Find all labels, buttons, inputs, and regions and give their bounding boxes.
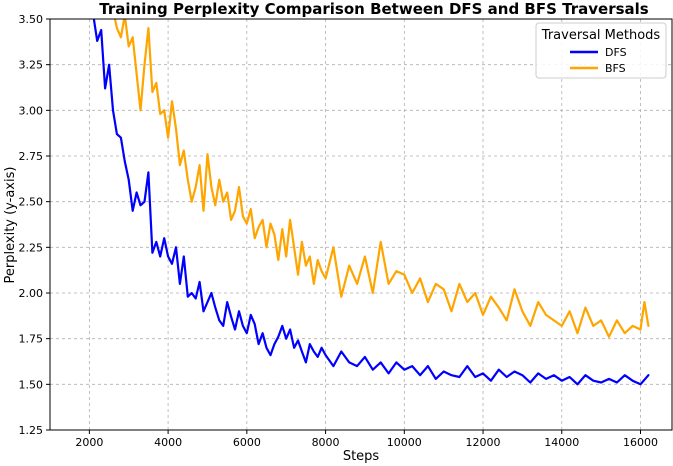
x-tick-label: 8000 [312,436,340,449]
y-tick-label: 1.25 [19,424,44,437]
y-tick-label: 1.50 [19,378,44,391]
x-tick-label: 12000 [466,436,501,449]
x-tick-label: 4000 [154,436,182,449]
y-tick-label: 1.75 [19,333,44,346]
plot-frame [49,18,673,431]
x-axis-label: Steps [343,449,380,464]
y-tick-label: 2.00 [19,287,44,300]
y-tick-label: 3.00 [19,104,44,117]
y-tick-label: 2.75 [19,150,44,163]
series-line-bfs [113,19,650,338]
x-axis: 2000 4000 6000 8000 10000 12000 14000 16000 [75,430,658,449]
x-tick-label: 2000 [75,436,103,449]
series-line-dfs [92,19,650,386]
y-axis: 1.25 1.50 1.75 2.00 2.25 2.50 2.75 3.00 3.25 3.50 [19,13,50,437]
legend-label-dfs: DFS [605,46,627,59]
legend-box [535,22,667,79]
y-tick-label: 2.25 [19,241,44,254]
y-tick-label: 3.50 [19,13,44,26]
series-layer [92,19,650,386]
y-tick-label: 2.50 [19,196,44,209]
x-tick-label: 16000 [623,436,658,449]
x-tick-label: 6000 [233,436,261,449]
x-tick-label: 10000 [387,436,422,449]
legend-title: Traversal Methods [541,28,661,43]
y-axis-label: Perplexity (y-axis) [3,167,18,284]
chart-title: Training Perplexity Comparison Between D… [99,0,648,18]
legend: Traversal Methods DFS BFS [535,22,667,79]
y-tick-label: 3.25 [19,59,44,72]
legend-label-bfs: BFS [605,62,626,75]
x-tick-label: 14000 [544,436,579,449]
